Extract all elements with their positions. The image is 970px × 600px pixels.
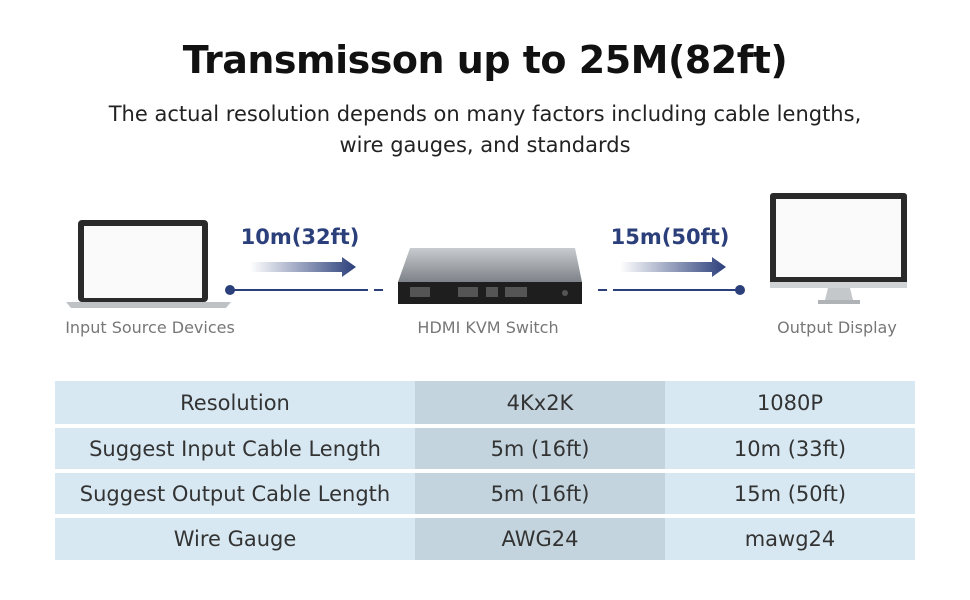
device-label: HDMI KVM Switch <box>417 318 559 337</box>
table-cell: 4Kx2K <box>415 381 665 424</box>
device-label: Output Display <box>777 318 897 337</box>
table-cell: 5m (16ft) <box>415 473 665 514</box>
subtitle: The actual resolution depends on many fa… <box>108 102 862 126</box>
table-cell: 1080P <box>665 381 915 424</box>
kvm-switch <box>398 248 582 304</box>
subtitle: wire gauges, and standards <box>339 133 631 157</box>
right-cable <box>598 257 745 295</box>
table-cell: Suggest Output Cable Length <box>55 473 415 514</box>
table-cell: Suggest Input Cable Length <box>55 428 415 469</box>
distance-label: 10m(32ft) <box>240 225 360 249</box>
device-label: Input Source Devices <box>65 318 235 337</box>
title: Transmisson up to 25M(82ft) <box>182 38 788 82</box>
laptop <box>66 220 231 308</box>
table-cell: AWG24 <box>415 518 665 560</box>
distance-label: 15m(50ft) <box>610 225 730 249</box>
table-cell: Wire Gauge <box>55 518 415 560</box>
table-cell: mawg24 <box>665 518 915 560</box>
monitor <box>770 193 907 304</box>
table-cell: 5m (16ft) <box>415 428 665 469</box>
left-cable <box>225 257 383 295</box>
table-cell: Resolution <box>55 381 415 424</box>
table-cell: 10m (33ft) <box>665 428 915 469</box>
table-cell: 15m (50ft) <box>665 473 915 514</box>
